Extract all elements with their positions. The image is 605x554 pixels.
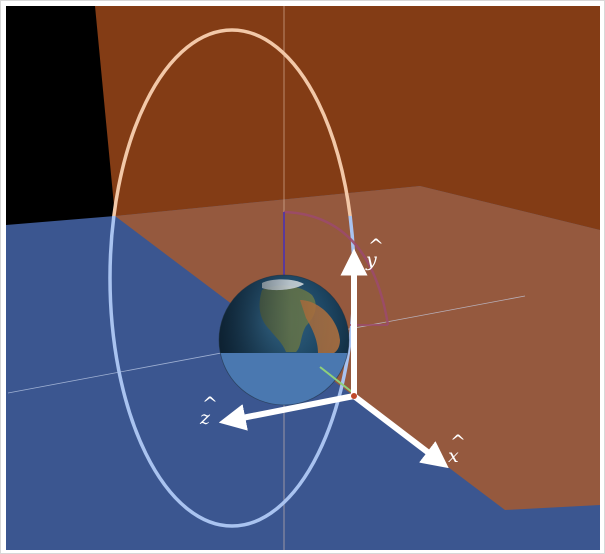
svg-text:z: z [199,407,211,429]
svg-text:^: ^ [202,393,218,415]
svg-text:^: ^ [450,431,466,453]
vertical-plane-lit-region [115,186,600,510]
z-axis-arrow [218,393,355,431]
svg-text:x: x [448,445,459,467]
svg-text:^: ^ [368,235,384,257]
svg-text:y: y [365,249,377,271]
origin-point [351,393,357,399]
angle-arc [283,210,390,326]
origin-marker [319,366,353,393]
y-axis-label: y ^ [365,235,384,271]
orbit-ellipse-upper [112,28,352,216]
earth-globe-icon [218,274,350,406]
z-axis-label: z ^ [199,393,218,429]
x-axis-label: x ^ [448,431,466,467]
x-axis-arrow [352,393,449,469]
